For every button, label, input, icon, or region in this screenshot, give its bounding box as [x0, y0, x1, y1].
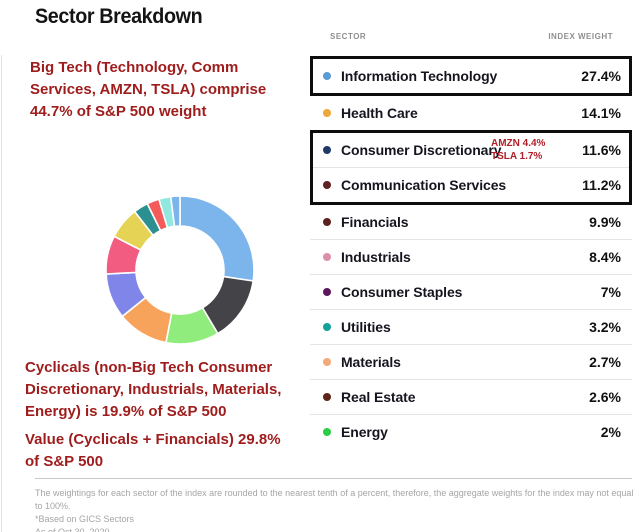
sector-dot	[323, 218, 331, 226]
sector-label: Real Estate	[341, 389, 416, 405]
cyclicals-annotation: Cyclicals (non-Big Tech Consumer Discret…	[25, 359, 282, 420]
index-weight-column-header: INDEX WEIGHT	[548, 32, 613, 41]
big-tech-annotation: Big Tech (Technology, Comm Services, AMZ…	[30, 59, 267, 120]
table-row: Industrials 8.4%	[310, 239, 632, 274]
sector-label: Utilities	[341, 319, 391, 335]
index-weight-value: 2.6%	[589, 389, 621, 405]
index-weight-value: 27.4%	[581, 68, 621, 84]
donut-slice	[169, 195, 181, 228]
index-weight-value: 7%	[600, 284, 621, 300]
sector-label: Health Care	[341, 105, 418, 121]
value-annotation: Value (Cyclicals + Financials) 29.8% of …	[25, 431, 281, 470]
sector-dot	[323, 323, 331, 331]
highlight-box: Information Technology 27.4%	[310, 56, 632, 96]
index-weight-value: 11.6%	[582, 142, 621, 158]
sector-label: Materials	[341, 354, 401, 370]
table-row: Financials 9.9%	[310, 205, 632, 239]
sector-table: SECTOR INDEX WEIGHT Information Technolo…	[310, 32, 632, 449]
sector-label: Information Technology	[341, 68, 498, 84]
index-weight-value: 2.7%	[589, 354, 621, 370]
sector-dot	[323, 288, 331, 296]
sector-dot	[323, 358, 331, 366]
highlight-box: Consumer Discretionary AMZN 4.4% TSLA 1.7%…	[310, 130, 632, 205]
footnote-gics: *Based on GICS Sectors	[35, 514, 135, 524]
index-weight-value: 9.9%	[589, 214, 621, 230]
sector-dot	[323, 109, 331, 117]
footer-divider	[35, 478, 632, 479]
donut-slice	[179, 195, 255, 282]
sector-dot	[323, 428, 331, 436]
donut-chart-svg	[105, 195, 255, 345]
index-weight-value: 14.1%	[581, 105, 621, 121]
sector-dot	[323, 181, 331, 189]
sector-label: Industrials	[341, 249, 411, 265]
table-row: Information Technology 27.4%	[313, 59, 629, 93]
sector-dot	[323, 146, 331, 154]
index-weight-value: 2%	[600, 424, 621, 440]
table-header: SECTOR INDEX WEIGHT	[310, 32, 632, 41]
footnotes: The weightings for each sector of the in…	[35, 487, 635, 532]
index-weight-value: 11.2%	[582, 177, 621, 193]
donut-chart	[104, 194, 256, 346]
sector-table-rows: Information Technology 27.4% Health Care 14…	[310, 56, 632, 449]
stock-weight-note-line: AMZN 4.4%	[491, 138, 546, 149]
table-row: Materials 2.7%	[310, 344, 632, 379]
left-edge-divider	[1, 55, 2, 532]
footnote-date: As of Oct 30, 2020	[35, 527, 110, 532]
sector-label: Consumer Discretionary	[341, 142, 502, 158]
table-row: Energy 2%	[310, 414, 632, 449]
index-weight-value: 3.2%	[589, 319, 621, 335]
sector-dot	[323, 72, 331, 80]
sector-label: Consumer Staples	[341, 284, 463, 300]
table-row: Communication Services 11.2%	[313, 167, 629, 202]
table-row: Health Care 14.1%	[310, 96, 632, 130]
stock-weight-note: AMZN 4.4% TSLA 1.7%	[491, 137, 545, 163]
table-row: Consumer Staples 7%	[310, 274, 632, 309]
table-row: Utilities 3.2%	[310, 309, 632, 344]
sector-label: Energy	[341, 424, 388, 440]
index-weight-value: 8.4%	[589, 249, 621, 265]
table-row: Consumer Discretionary AMZN 4.4% TSLA 1.7%…	[313, 133, 629, 167]
sector-dot	[323, 393, 331, 401]
sector-dot	[323, 253, 331, 261]
sector-label: Financials	[341, 214, 409, 230]
sector-label: Communication Services	[341, 177, 507, 193]
table-row: Real Estate 2.6%	[310, 379, 632, 414]
page-title: Sector Breakdown	[35, 5, 203, 28]
footnote-rounding: The weightings for each sector of the in…	[35, 488, 634, 511]
stock-weight-note-line: TSLA 1.7%	[491, 151, 543, 162]
sector-column-header: SECTOR	[330, 32, 367, 41]
